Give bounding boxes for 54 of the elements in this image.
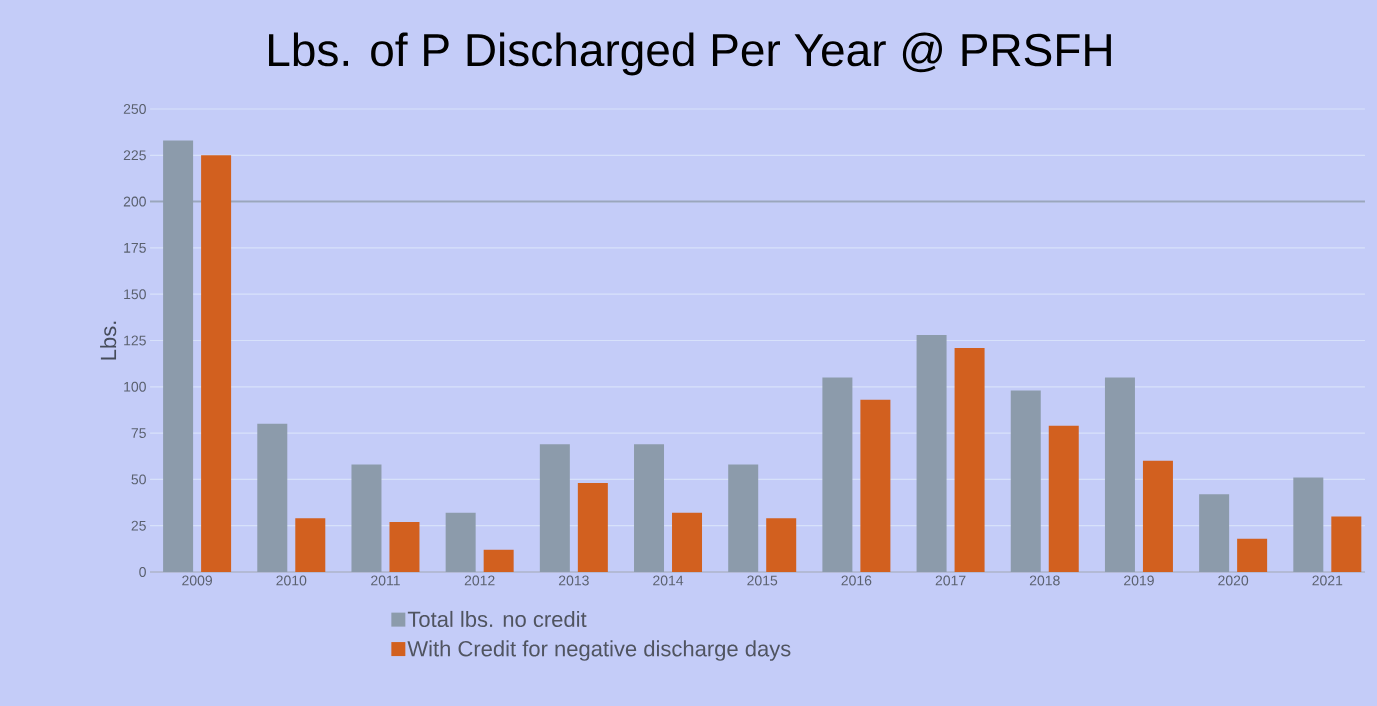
bar <box>539 444 570 572</box>
y-tick-label: 150 <box>124 289 146 300</box>
legend-label: Total lbs. no credit <box>407 610 587 628</box>
y-axis-title: Lbs. <box>100 321 117 360</box>
bar <box>916 334 947 572</box>
y-tick-label: 200 <box>123 196 146 207</box>
x-tick-label: 2021 <box>1312 575 1343 586</box>
bar <box>201 155 232 572</box>
chart-title: Lbs. of P Discharged Per Year @ PRSFH <box>269 32 1111 76</box>
x-tick-label: 2009 <box>182 575 212 586</box>
bar <box>766 518 797 572</box>
bar <box>351 464 382 572</box>
y-tick-label: 250 <box>123 104 146 114</box>
y-tick-label: 75 <box>131 428 146 438</box>
x-tick-label: 2015 <box>747 575 778 586</box>
bar <box>1010 390 1041 572</box>
bar <box>672 512 703 572</box>
bar <box>728 464 759 572</box>
x-tick-label: 2019 <box>1124 575 1154 586</box>
x-tick-label: 2018 <box>1029 575 1060 586</box>
y-tick-label: 25 <box>131 520 146 531</box>
bar <box>860 399 891 572</box>
bar <box>822 377 853 572</box>
bar <box>1048 425 1079 572</box>
x-tick-label: 2013 <box>558 575 589 586</box>
y-tick-label: 100 <box>124 381 146 392</box>
x-tick-label: 2010 <box>276 575 307 586</box>
bar <box>1142 460 1173 572</box>
bar <box>1237 538 1268 572</box>
bar <box>954 347 985 572</box>
bar <box>1199 494 1230 572</box>
y-tick-label: 175 <box>124 243 146 253</box>
x-tick-label: 2020 <box>1218 575 1249 586</box>
y-tick-label: 225 <box>123 150 146 161</box>
bar <box>1331 516 1362 572</box>
bar <box>634 444 665 572</box>
x-tick-label: 2016 <box>841 575 872 586</box>
y-tick-label: 50 <box>131 474 146 485</box>
y-tick-label: 125 <box>124 335 146 346</box>
bar <box>1293 477 1324 572</box>
legend-label: With Credit for negative discharge days <box>407 640 791 661</box>
bar <box>445 512 476 572</box>
bar <box>295 518 326 572</box>
x-tick-label: 2014 <box>653 575 684 586</box>
y-tick-label: 0 <box>139 567 146 577</box>
bar <box>163 140 194 572</box>
bar <box>1104 377 1135 572</box>
bar <box>577 483 608 572</box>
x-tick-label: 2012 <box>464 575 495 586</box>
bar <box>483 549 514 572</box>
x-tick-label: 2017 <box>935 575 966 586</box>
x-tick-label: 2011 <box>371 575 400 586</box>
bar <box>257 423 288 572</box>
bar <box>389 521 420 572</box>
